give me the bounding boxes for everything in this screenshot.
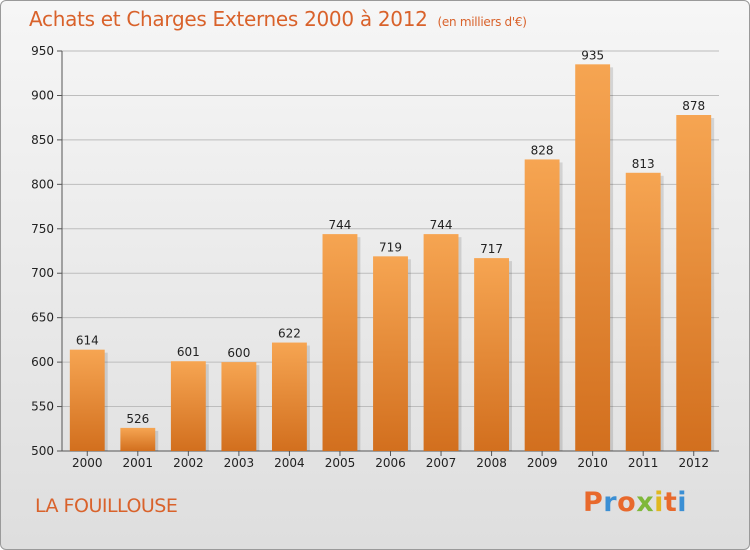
- bar: [271, 342, 307, 451]
- x-tick-label: 2012: [678, 456, 709, 470]
- y-tick-label: 750: [31, 222, 54, 236]
- x-tick-label: 2008: [476, 456, 507, 470]
- bar: [373, 256, 408, 451]
- location-label: LA FOUILLOUSE: [35, 495, 178, 517]
- brand-letter: P: [583, 487, 604, 518]
- bar: [423, 234, 459, 451]
- bar: [676, 115, 712, 451]
- bars: [69, 64, 715, 452]
- data-label: 744: [430, 218, 453, 232]
- data-label: 717: [480, 242, 503, 256]
- x-tick-label: 2001: [123, 456, 154, 470]
- y-tick-label: 700: [31, 266, 54, 280]
- bar: [170, 361, 206, 451]
- bar: [120, 427, 156, 451]
- data-label: 601: [177, 345, 200, 359]
- brand-letter: o: [617, 487, 637, 518]
- data-label: 813: [632, 157, 655, 171]
- x-tick-label: 2006: [375, 456, 406, 470]
- y-tick-label: 550: [31, 400, 54, 414]
- data-label: 828: [531, 143, 554, 157]
- chart-title: Achats et Charges Externes 2000 à 2012 (e…: [29, 7, 527, 31]
- data-label: 935: [581, 48, 604, 62]
- y-tick-label: 500: [31, 444, 54, 458]
- bar: [474, 258, 510, 451]
- data-label: 744: [329, 218, 352, 232]
- brand-letter: i: [654, 487, 664, 518]
- chart-title-text: Achats et Charges Externes 2000 à 2012: [29, 7, 428, 31]
- y-tick-label: 600: [31, 355, 54, 369]
- bar: [524, 159, 560, 451]
- x-tick-label: 2003: [224, 456, 255, 470]
- data-label: 878: [682, 99, 705, 113]
- x-tick-label: 2007: [426, 456, 457, 470]
- brand-letter: r: [603, 487, 618, 518]
- y-tick-label: 650: [31, 311, 54, 325]
- bar: [322, 234, 358, 451]
- labels: 500 550 600 650 700 750 800 850 900 950 2000 614 200…: [31, 44, 709, 470]
- brand-letter: x: [636, 487, 655, 518]
- data-label: 526: [126, 412, 149, 426]
- y-tick-label: 900: [31, 88, 54, 102]
- x-tick-label: 2010: [577, 456, 608, 470]
- x-tick-label: 2011: [628, 456, 659, 470]
- brand-letter: i: [677, 487, 688, 518]
- data-label: 614: [76, 334, 99, 348]
- y-tick-label: 800: [31, 177, 54, 191]
- proxiti-logo[interactable]: Proxiti: [583, 487, 687, 518]
- y-tick-label: 850: [31, 133, 54, 147]
- data-label: 719: [379, 240, 402, 254]
- bar: [625, 172, 661, 451]
- bar: [221, 362, 257, 451]
- x-tick-label: 2002: [173, 456, 204, 470]
- x-tick-label: 2004: [274, 456, 305, 470]
- data-label: 622: [278, 327, 301, 341]
- bar: [69, 349, 105, 451]
- x-tick-label: 2009: [527, 456, 558, 470]
- x-tick-label: 2005: [325, 456, 356, 470]
- chart-subtitle: (en milliers d'€): [437, 15, 527, 29]
- bar: [575, 64, 611, 452]
- y-tick-label: 950: [31, 44, 54, 58]
- x-tick-label: 2000: [72, 456, 103, 470]
- data-label: 600: [227, 346, 250, 360]
- brand-letter: t: [663, 487, 678, 518]
